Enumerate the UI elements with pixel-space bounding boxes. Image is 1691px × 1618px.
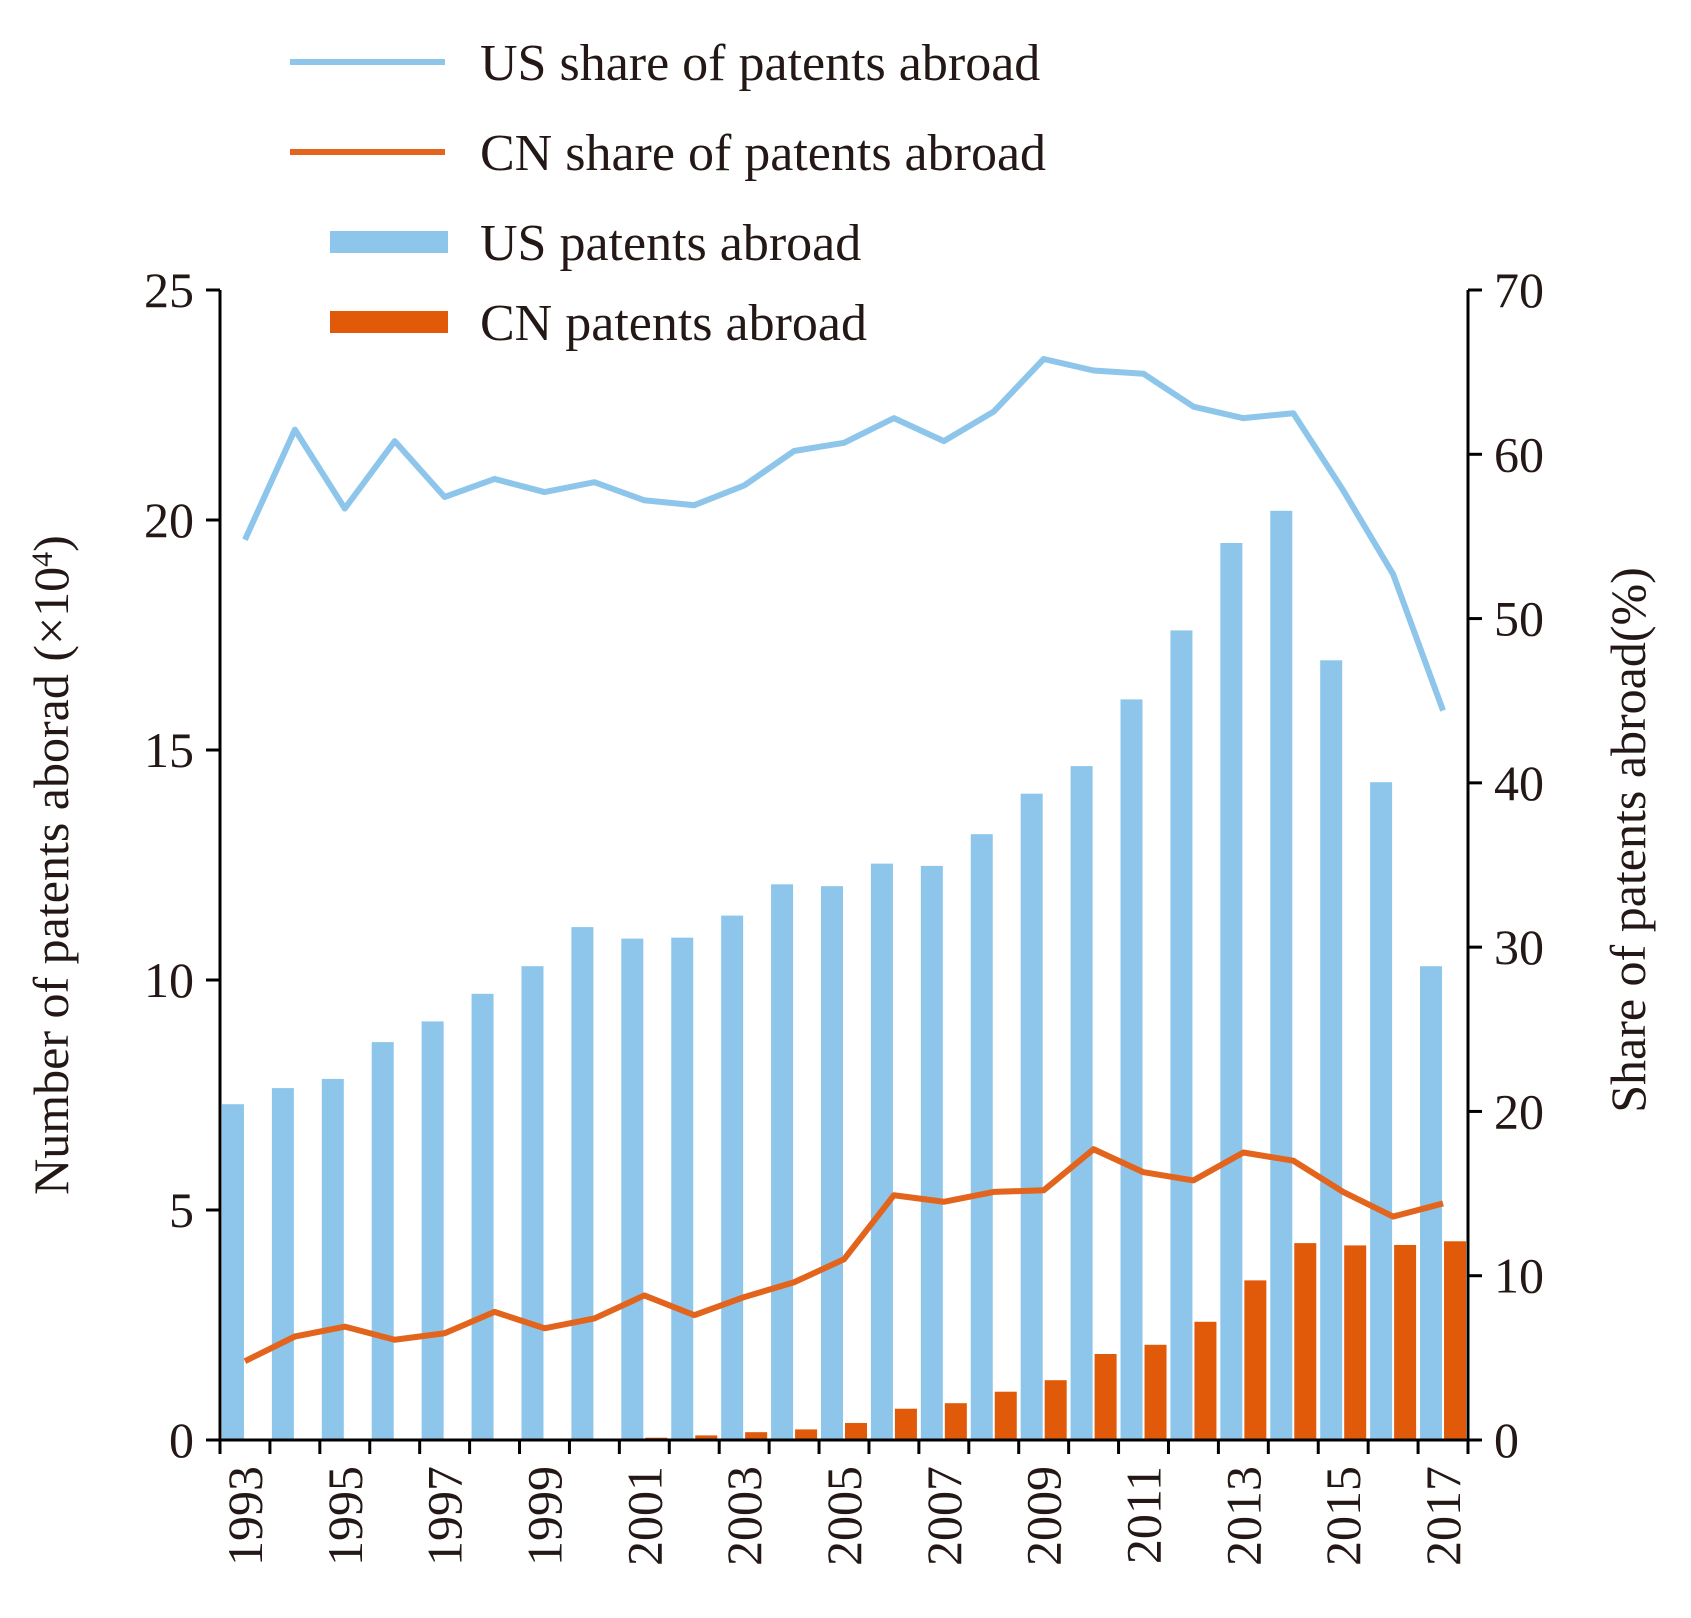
us-patents-bar-2006	[870, 863, 893, 1440]
right-y-tick-label: 70	[1494, 262, 1544, 318]
us-patents-bar-2001	[621, 938, 644, 1440]
right-y-tick-label: 50	[1494, 591, 1544, 647]
legend-label-0: US share of patents abroad	[480, 35, 1040, 92]
us-patents-bar-1995	[321, 1078, 344, 1440]
left-y-tick-label: 10	[144, 952, 194, 1008]
x-tick-label-2015: 2015	[1315, 1466, 1371, 1566]
right-y-tick-label: 40	[1494, 755, 1544, 811]
us-patents-bar-2008	[970, 834, 993, 1440]
us-patents-bar-2016	[1370, 782, 1393, 1440]
us-patents-bar-2010	[1070, 766, 1093, 1440]
legend: US share of patents abroad CN share of pa…	[290, 35, 1046, 352]
cn-patents-bar-2002	[695, 1435, 718, 1440]
right-y-tick-label: 30	[1494, 919, 1544, 975]
legend-label-1: CN share of patents abroad	[480, 125, 1046, 182]
x-tick-label-2017: 2017	[1415, 1466, 1471, 1566]
x-tick-label-2003: 2003	[716, 1466, 772, 1566]
us-patents-bar-2012	[1170, 630, 1193, 1440]
us-patents-bar-2002	[671, 937, 694, 1440]
cn-share-line	[243, 1146, 1444, 1364]
us-patents-bar-2014	[1270, 510, 1293, 1440]
x-tick-label-2001: 2001	[616, 1466, 672, 1566]
us-patents-bar-2004	[771, 884, 794, 1440]
cn-patents-bar-2010	[1094, 1353, 1117, 1440]
us-patents-bar-1993	[221, 1104, 244, 1440]
bars-layer	[221, 510, 1467, 1440]
legend-label-2: US patents abroad	[480, 215, 861, 272]
us-patents-bar-1998	[471, 993, 494, 1440]
cn-patents-bar-2008	[994, 1391, 1017, 1440]
ticks-layer: 0 5 10 15 20 25 0 10 20 30 40 50 60 70 1993 1995 1997 199…	[144, 262, 1544, 1566]
us-patents-bar-1996	[371, 1042, 394, 1440]
right-y-axis-title: Share of patents abroad(%)	[1600, 567, 1656, 1113]
left-y-tick-label: 0	[169, 1412, 194, 1468]
right-y-tick-label: 0	[1494, 1412, 1519, 1468]
legend-label-3: CN patents abroad	[480, 295, 867, 352]
x-tick-label-1993: 1993	[217, 1466, 273, 1566]
lines-layer	[242, 356, 1446, 1364]
cn-patents-bar-2013	[1244, 1280, 1267, 1440]
us-patents-bar-1997	[421, 1021, 444, 1440]
x-tick-label-1999: 1999	[516, 1466, 572, 1566]
us-patents-bar-2005	[821, 886, 843, 1440]
left-y-axis-title: Number of patents aborad (×104)	[23, 535, 79, 1195]
left-y-tick-label: 5	[169, 1182, 194, 1238]
cn-patents-bar-2012	[1194, 1321, 1217, 1440]
left-y-tick-label: 25	[144, 262, 194, 318]
x-tick-label-2007: 2007	[916, 1466, 972, 1566]
us-patents-bar-2013	[1220, 543, 1243, 1440]
us-patents-bar-2011	[1120, 699, 1143, 1440]
cn-patents-bar-2014	[1294, 1243, 1317, 1440]
cn-patents-bar-2003	[745, 1432, 768, 1440]
cn-patents-bar-2015	[1344, 1245, 1367, 1440]
us-patents-bar-2009	[1020, 793, 1043, 1440]
us-patents-bar-2003	[721, 915, 744, 1440]
us-patents-bar-2007	[920, 865, 943, 1440]
us-patents-bar-1999	[521, 966, 544, 1440]
right-y-tick-label: 20	[1494, 1083, 1544, 1139]
legend-swatch-3	[330, 311, 448, 333]
left-y-tick-label: 15	[144, 722, 194, 778]
left-y-tick-label: 20	[144, 492, 194, 548]
axes-layer	[218, 290, 1470, 1442]
x-tick-label-2005: 2005	[816, 1466, 872, 1566]
x-tick-label-1995: 1995	[317, 1466, 373, 1566]
cn-patents-bar-2004	[795, 1429, 818, 1440]
cn-patents-bar-2011	[1144, 1344, 1167, 1440]
cn-patents-bar-2017	[1444, 1241, 1467, 1440]
cn-patents-bar-2007	[944, 1403, 967, 1440]
us-patents-bar-2000	[571, 927, 594, 1440]
right-y-tick-label: 10	[1494, 1248, 1544, 1304]
legend-swatch-2	[330, 231, 448, 253]
us-patents-bar-2015	[1320, 660, 1343, 1440]
right-y-tick-label: 60	[1494, 426, 1544, 482]
cn-patents-bar-2005	[845, 1422, 867, 1440]
x-tick-label-1997: 1997	[417, 1466, 473, 1566]
us-patents-bar-2017	[1420, 966, 1443, 1440]
us-share-line	[242, 356, 1446, 712]
x-tick-label-2013: 2013	[1215, 1466, 1271, 1566]
cn-patents-bar-2016	[1394, 1244, 1417, 1440]
cn-patents-bar-2006	[894, 1408, 917, 1440]
us-patents-bar-1994	[271, 1088, 294, 1440]
x-tick-label-2009: 2009	[1016, 1466, 1072, 1566]
cn-patents-bar-2009	[1044, 1380, 1067, 1440]
x-tick-label-2011: 2011	[1116, 1466, 1172, 1564]
